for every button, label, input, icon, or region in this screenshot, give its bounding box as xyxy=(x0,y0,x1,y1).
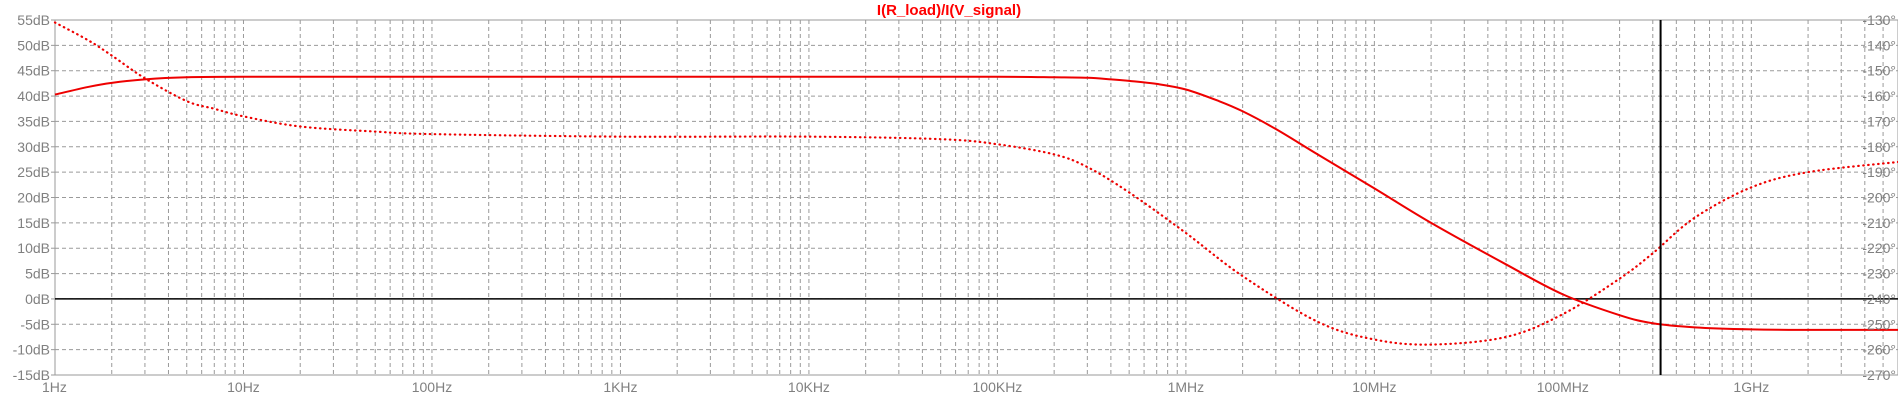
y-left-tick-label: 55dB xyxy=(17,12,50,28)
x-tick-label: 10Hz xyxy=(227,379,260,395)
magnitude-trace[interactable] xyxy=(54,75,1898,331)
x-tick-label: 10KHz xyxy=(788,379,830,395)
y-left-tick-label: 20dB xyxy=(17,190,50,206)
phase-trace[interactable] xyxy=(53,21,1898,346)
y-right-tick-label: -150° xyxy=(1862,63,1896,79)
x-tick-label: 1MHz xyxy=(1168,379,1205,395)
x-tick-label: 100Hz xyxy=(412,379,452,395)
y-left-tick-label: -10dB xyxy=(13,342,50,358)
x-tick-label: 1KHz xyxy=(603,379,637,395)
grid-layer xyxy=(55,20,1898,375)
y-left-tick-label: 40dB xyxy=(17,88,50,104)
y-right-tick-label: -200° xyxy=(1862,190,1896,206)
y-right-tick-label: -140° xyxy=(1862,37,1896,53)
y-right-tick-label: -230° xyxy=(1862,266,1896,282)
y-right-tick-label: -190° xyxy=(1862,164,1896,180)
chart-title: I(R_load)/I(V_signal) xyxy=(877,2,1021,19)
y-left-tick-label: 5dB xyxy=(25,266,50,282)
x-tick-label: 10MHz xyxy=(1352,379,1396,395)
series-layer[interactable] xyxy=(53,21,1898,346)
y-right-tick-labels: -130° -140° -150° -160° -170° -180° -190° -200°… xyxy=(1862,12,1896,383)
y-right-tick-label: -210° xyxy=(1862,215,1896,231)
y-left-tick-label: -15dB xyxy=(13,367,50,383)
x-tick-label: 1Hz xyxy=(42,379,67,395)
y-right-tick-label: -220° xyxy=(1862,240,1896,256)
y-right-tick-label: -260° xyxy=(1862,342,1896,358)
x-tick-label: 100KHz xyxy=(973,379,1023,395)
y-right-tick-label: -160° xyxy=(1862,88,1896,104)
y-left-tick-label: 50dB xyxy=(17,37,50,53)
x-tick-label: 1GHz xyxy=(1733,379,1769,395)
y-left-tick-label: -5dB xyxy=(20,316,50,332)
y-right-tick-label: -250° xyxy=(1862,316,1896,332)
y-left-tick-label: 30dB xyxy=(17,139,50,155)
y-left-tick-label: 45dB xyxy=(17,63,50,79)
y-right-tick-label: -130° xyxy=(1862,12,1896,28)
y-right-tick-label: -240° xyxy=(1862,291,1896,307)
y-right-tick-label: -270° xyxy=(1862,367,1896,383)
y-left-tick-label: 35dB xyxy=(17,113,50,129)
y-left-tick-label: 10dB xyxy=(17,240,50,256)
y-left-tick-label: 25dB xyxy=(17,164,50,180)
x-tick-labels: 1Hz 10Hz 100Hz 1KHz 10KHz 100KHz 1MHz 10MHz 100M… xyxy=(42,379,1769,395)
y-left-tick-label: 15dB xyxy=(17,215,50,231)
y-left-tick-labels: 55dB 50dB 45dB 40dB 35dB 30dB 25dB 20dB 15dB 10dB… xyxy=(13,12,55,383)
y-right-tick-label: -180° xyxy=(1862,139,1896,155)
y-right-tick-label: -170° xyxy=(1862,113,1896,129)
x-tick-label: 100MHz xyxy=(1537,379,1589,395)
y-left-tick-label: 0dB xyxy=(25,291,50,307)
